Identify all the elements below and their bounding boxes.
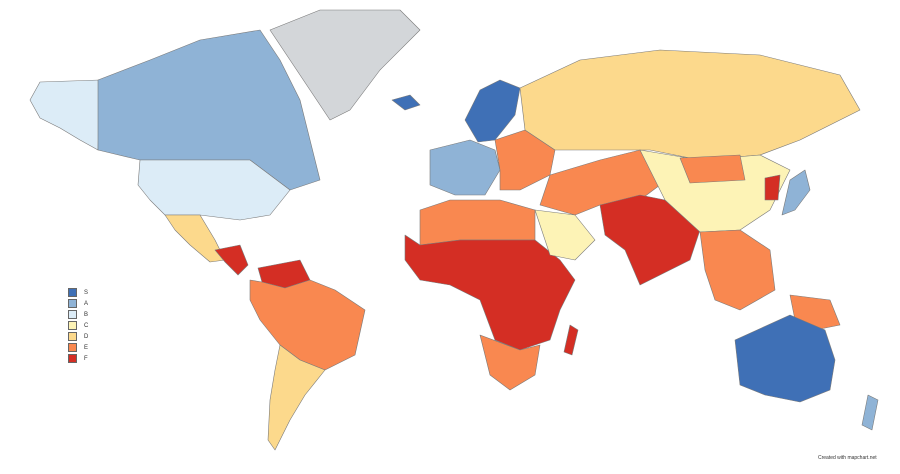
region-usa <box>137 159 291 221</box>
legend-label: D <box>84 333 89 340</box>
legend-swatch <box>68 310 77 319</box>
legend-item-f: F <box>68 353 88 364</box>
region-southern-africa <box>479 334 541 391</box>
region-central-america <box>214 244 249 276</box>
region-mexico <box>164 214 226 263</box>
region-japan <box>781 169 811 216</box>
legend-swatch <box>68 332 77 341</box>
legend-label: B <box>84 311 89 318</box>
credit-text: Created with mapchart.net <box>818 455 877 461</box>
legend-label: F <box>84 355 88 362</box>
legend-item-d: D <box>68 331 88 342</box>
legend-swatch <box>68 288 77 297</box>
region-alaska <box>29 79 101 151</box>
region-south-america <box>249 279 366 371</box>
region-southern-cone <box>267 344 326 451</box>
legend-swatch <box>68 299 77 308</box>
region-mongolia <box>679 154 746 184</box>
legend-label: E <box>84 344 89 351</box>
legend-label: C <box>84 322 89 329</box>
region-south-asia <box>599 194 701 286</box>
region-australia <box>734 314 836 403</box>
legend: S A B C D E F <box>68 287 88 364</box>
legend-item-a: A <box>68 298 88 309</box>
legend-item-c: C <box>68 320 88 331</box>
region-russia <box>519 49 861 161</box>
region-western-europe <box>429 139 501 196</box>
legend-item-b: B <box>68 309 88 320</box>
region-greenland <box>269 9 421 121</box>
legend-item-e: E <box>68 342 88 353</box>
region-scandinavia <box>464 79 521 143</box>
legend-label: A <box>84 300 89 307</box>
region-new-zealand <box>861 394 879 431</box>
region-southeast-asia <box>699 229 776 311</box>
region-madagascar <box>563 324 579 356</box>
legend-label: S <box>84 289 89 296</box>
region-north-africa <box>419 199 536 246</box>
region-iceland <box>391 94 421 111</box>
region-korea <box>764 174 781 201</box>
region-arabia <box>534 209 596 261</box>
legend-swatch <box>68 321 77 330</box>
legend-item-s: S <box>68 287 88 298</box>
region-sub-saharan-africa <box>404 234 576 351</box>
legend-swatch <box>68 354 77 363</box>
legend-swatch <box>68 343 77 352</box>
